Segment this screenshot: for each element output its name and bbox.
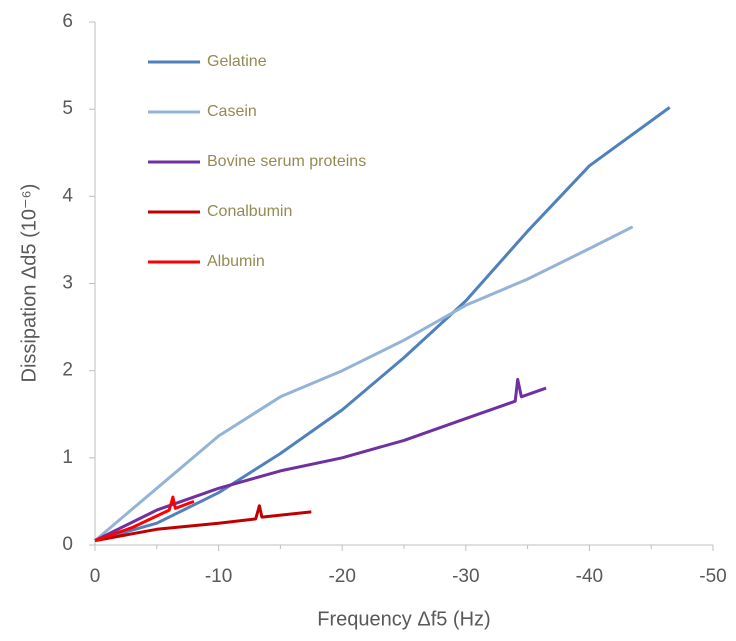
x-tick-label: -30 [452, 566, 479, 587]
legend-label: Casein [207, 103, 257, 120]
series-line [94, 504, 312, 543]
x-tick-label: -40 [576, 566, 603, 587]
y-tick-label: 0 [62, 534, 73, 555]
legend-label: Bovine serum proteins [207, 153, 366, 170]
y-tick-label: 2 [62, 360, 73, 381]
x-tick-label: -50 [699, 566, 726, 587]
x-tick-label: 0 [90, 566, 101, 587]
series-line [94, 495, 195, 543]
y-tick-label: 4 [62, 185, 73, 206]
y-axis-title: Dissipation Δd5 (10⁻⁶) [18, 184, 40, 383]
y-tick-label: 1 [62, 447, 73, 468]
y-tick-label: 6 [62, 11, 73, 32]
series-line [94, 225, 634, 542]
y-tick-label: 3 [62, 273, 73, 294]
legend-label: Conalbumin [207, 203, 292, 220]
x-axis-title: Frequency Δf5 (Hz) [317, 608, 490, 630]
y-tick-label: 5 [62, 98, 73, 119]
legend-label: Albumin [207, 253, 265, 270]
x-tick-label: -20 [328, 566, 355, 587]
legend-label: Gelatine [207, 53, 267, 70]
series-line [94, 377, 547, 542]
series-line [94, 106, 671, 543]
x-tick-label: -10 [205, 566, 232, 587]
